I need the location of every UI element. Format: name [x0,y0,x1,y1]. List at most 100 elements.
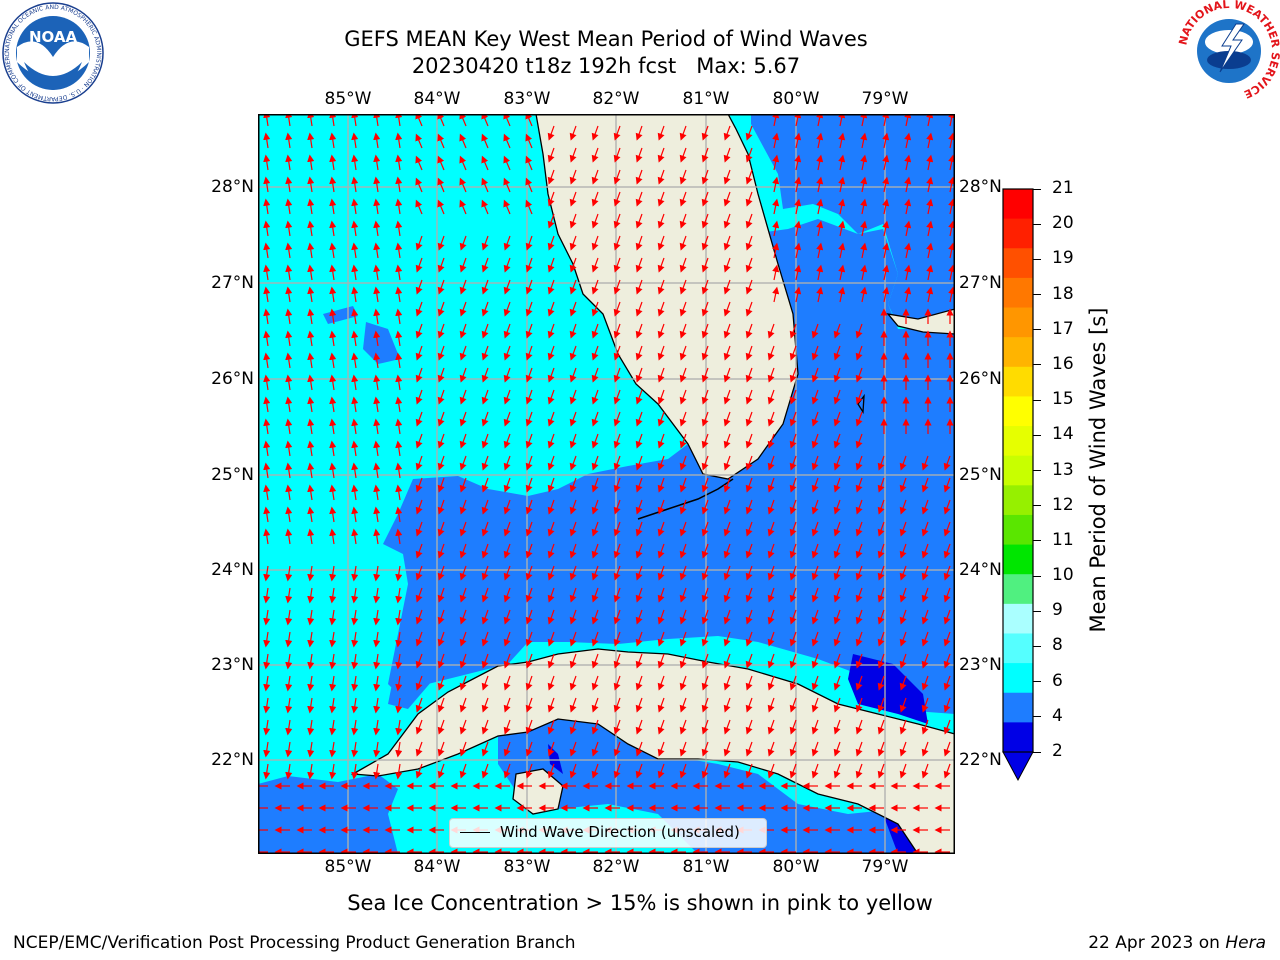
colorbar-tick-mark [1033,751,1041,753]
wave-direction-arrow [745,147,753,163]
wave-direction-arrow [569,455,577,471]
wave-direction-arrow [679,477,687,493]
region-small-blue-2 [323,306,358,324]
wave-direction-arrow [569,235,577,251]
wave-direction-arrow [351,440,359,457]
wave-direction-arrow [459,477,467,493]
wave-direction-arrow [679,345,687,361]
wave-direction-arrow [789,741,797,757]
wave-direction-arrow [591,367,599,383]
wave-direction-arrow [503,279,511,295]
wave-direction-arrow [811,367,819,383]
wave-direction-arrow [351,565,359,582]
wave-direction-arrow [811,477,819,493]
wave-direction-arrow [525,675,533,691]
wave-direction-arrow [591,169,599,185]
wave-direction-arrow [635,477,643,493]
wave-direction-arrow [547,719,555,735]
wave-direction-arrow [547,257,555,273]
wave-direction-arrow [547,279,555,295]
wave-direction-arrow [904,132,912,149]
wave-direction-arrow [833,697,841,713]
wave-direction-arrow [948,198,955,215]
wave-direction-arrow [525,389,533,405]
wave-direction-arrow [481,675,489,691]
wave-direction-arrow [285,609,293,626]
wave-direction-arrow [679,191,687,207]
wave-direction-arrow [569,323,577,339]
wave-direction-arrow [415,389,423,405]
wave-direction-arrow [794,154,802,171]
wave-direction-arrow [855,455,863,471]
wave-direction-arrow [723,763,731,779]
wave-direction-arrow [591,477,599,493]
wave-direction-arrow [591,125,599,141]
wave-direction-arrow [635,631,643,647]
wave-direction-arrow [415,675,423,691]
wave-direction-arrow [613,609,621,625]
wave-direction-arrow [395,286,403,303]
wave-direction-arrow [855,653,863,669]
wave-direction-arrow [679,323,687,339]
wave-direction-arrow [503,133,511,149]
wave-direction-arrow [811,565,819,581]
wave-direction-arrow [701,697,709,713]
colorbar-tick-mark [1033,294,1041,296]
wave-direction-arrow [794,198,802,215]
wave-direction-arrow [701,543,709,559]
wave-direction-arrow [481,155,489,171]
wave-direction-arrow [921,609,929,625]
wave-direction-arrow [789,675,797,691]
wave-direction-arrow [307,506,315,523]
wave-direction-arrow [679,543,687,559]
wave-direction-arrow [329,462,337,479]
wave-direction-arrow [767,521,775,537]
sea-ice-note: Sea Ice Concentration > 15% is shown in … [347,891,933,915]
wave-direction-arrow [329,741,337,758]
wave-direction-arrow [437,411,445,427]
wave-direction-arrow [569,675,577,691]
wave-direction-arrow [613,411,621,427]
wave-direction-arrow [701,763,709,779]
wave-direction-arrow [525,741,533,757]
colorbar-band [1003,574,1033,605]
wave-direction-arrow [833,455,841,471]
wave-direction-arrow [285,719,293,736]
colorbar-tick-mark [1033,258,1041,260]
wave-direction-arrow [329,484,337,501]
colorbar-band [1003,218,1033,249]
wave-direction-arrow [459,199,467,215]
wave-direction-arrow [613,543,621,559]
wave-direction-arrow [833,345,841,361]
wave-direction-arrow [263,675,271,692]
wave-direction-arrow [459,235,467,251]
wave-direction-arrow [373,374,381,391]
wave-direction-arrow [613,763,621,779]
wave-direction-arrow [415,719,423,735]
wave-direction-arrow [613,301,621,317]
lon-label-top: 80°W [772,89,820,109]
wave-direction-arrow [635,719,643,735]
wave-direction-arrow [904,264,912,281]
wave-direction-arrow [481,257,489,273]
wave-direction-arrow [701,675,709,691]
wave-direction-arrow [679,389,687,405]
wave-direction-arrow [679,257,687,273]
wave-direction-arrow [547,697,555,713]
wave-direction-arrow [415,411,423,427]
wave-direction-arrow [329,242,337,259]
colorbar-tick-mark [1033,610,1041,612]
wave-direction-arrow [351,220,359,237]
wave-direction-arrow [745,697,753,713]
wave-direction-arrow [373,631,381,648]
wave-direction-arrow [877,543,885,559]
wave-direction-arrow [329,631,337,648]
wave-direction-arrow [525,301,533,317]
wave-direction-arrow [877,631,885,647]
colorbar-tick-label: 15 [1052,389,1074,410]
wave-direction-arrow [899,675,907,691]
colorbar-band [1003,633,1033,664]
wave-direction-arrow [789,345,797,361]
wave-direction-arrow [285,741,293,758]
wave-direction-arrow [723,213,731,229]
